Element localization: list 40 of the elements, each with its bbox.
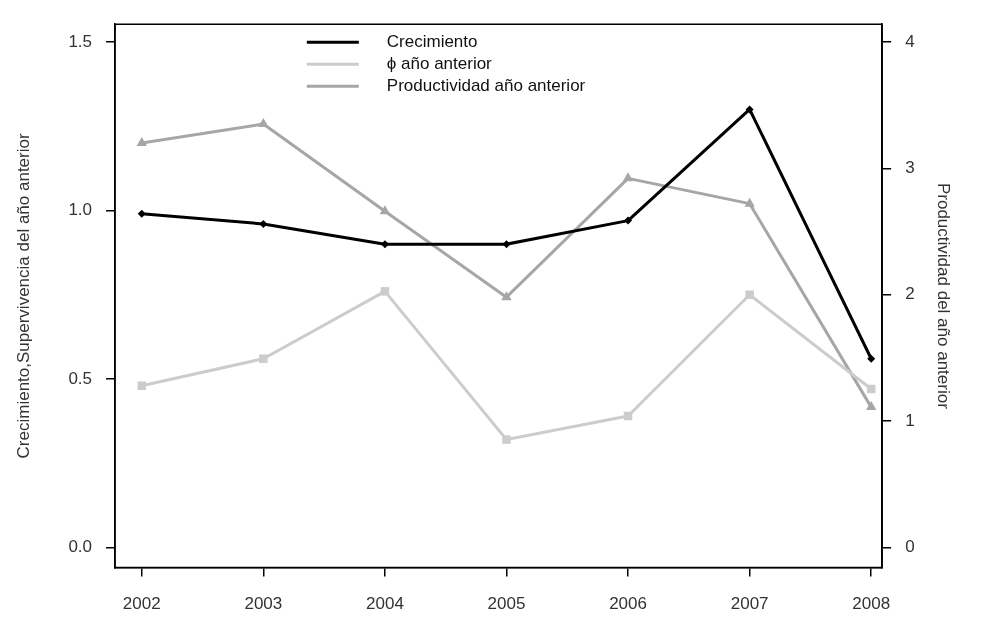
point (744, 197, 755, 207)
point (379, 205, 391, 215)
point (745, 290, 754, 299)
point (136, 136, 147, 146)
point (624, 216, 633, 225)
y2-tick-label: 2 (905, 284, 915, 304)
x-tick-label: 2005 (487, 594, 526, 614)
y2-tick-label: 0 (905, 537, 915, 557)
point (866, 401, 877, 411)
point (502, 240, 511, 249)
point (867, 354, 876, 363)
x-tick-label: 2007 (730, 594, 769, 614)
y2-tick-label: 4 (905, 31, 915, 51)
point (502, 435, 511, 444)
y-tick-label: 1.0 (68, 200, 93, 220)
point (380, 287, 390, 296)
point (259, 354, 268, 363)
point (380, 240, 389, 249)
y2-tick-label: 1 (905, 410, 915, 430)
x-tick-label: 2002 (122, 594, 161, 614)
point (258, 118, 269, 128)
point (745, 105, 754, 114)
point (137, 209, 146, 218)
x-tick-label: 2008 (852, 594, 891, 614)
y2-tick-label: 3 (905, 157, 915, 177)
y-tick-label: 0.0 (68, 537, 93, 557)
x-tick-label: 2004 (366, 594, 404, 614)
point (622, 172, 634, 182)
y-axis-title: Crecimiento,Supervivencia del año anterior (13, 133, 33, 459)
legend-label: ϕ año anterior (386, 53, 493, 73)
point (501, 291, 512, 301)
legend-label: Crecimiento (386, 31, 478, 51)
legend-label: Productividad año anterior (386, 75, 586, 95)
y2-axis-title: Productividad del año anterior (934, 182, 954, 410)
y-tick-label: 0.5 (68, 368, 93, 388)
point (137, 381, 147, 390)
y-tick-label: 1.5 (68, 31, 93, 51)
point (259, 219, 268, 228)
x-tick-label: 2006 (609, 594, 647, 614)
x-tick-label: 2003 (244, 594, 283, 614)
